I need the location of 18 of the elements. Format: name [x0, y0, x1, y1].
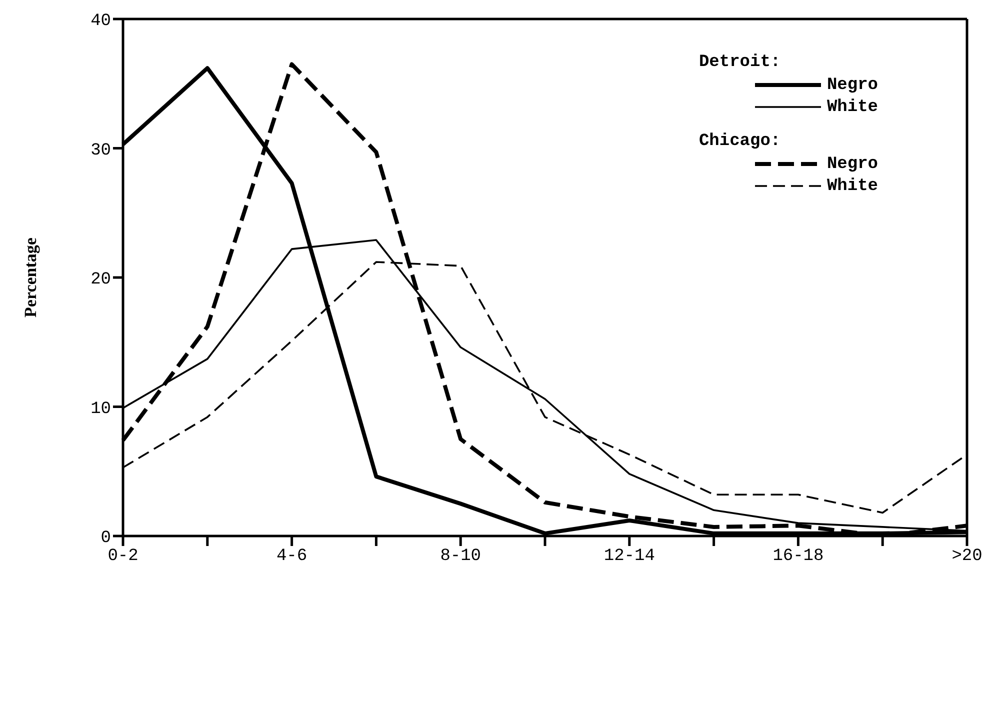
legend-label: Negro — [826, 76, 878, 94]
legend-label: White — [826, 176, 878, 196]
y-axis-title: Percentage — [21, 237, 40, 318]
x-tick-label: 12-14 — [604, 547, 655, 566]
y-tick-label: 0 — [100, 529, 111, 548]
legend-label: Negro — [826, 154, 878, 174]
y-tick-label: 40 — [90, 12, 111, 32]
legend-label: White — [826, 98, 878, 116]
x-tick-label: 8-10 — [440, 547, 482, 566]
y-tick-label: 30 — [90, 141, 111, 160]
y-tick-label: 10 — [90, 400, 111, 419]
annotation: Chicago: — [698, 132, 782, 151]
annotation: Detroit: — [698, 53, 782, 72]
x-tick-label: 16-18 — [772, 547, 824, 566]
x-tick-label: >20 — [952, 547, 982, 566]
y-tick-label: 20 — [90, 270, 111, 290]
x-tick-label: 4-6 — [276, 547, 308, 566]
x-tick-label: 0-2 — [108, 547, 138, 566]
